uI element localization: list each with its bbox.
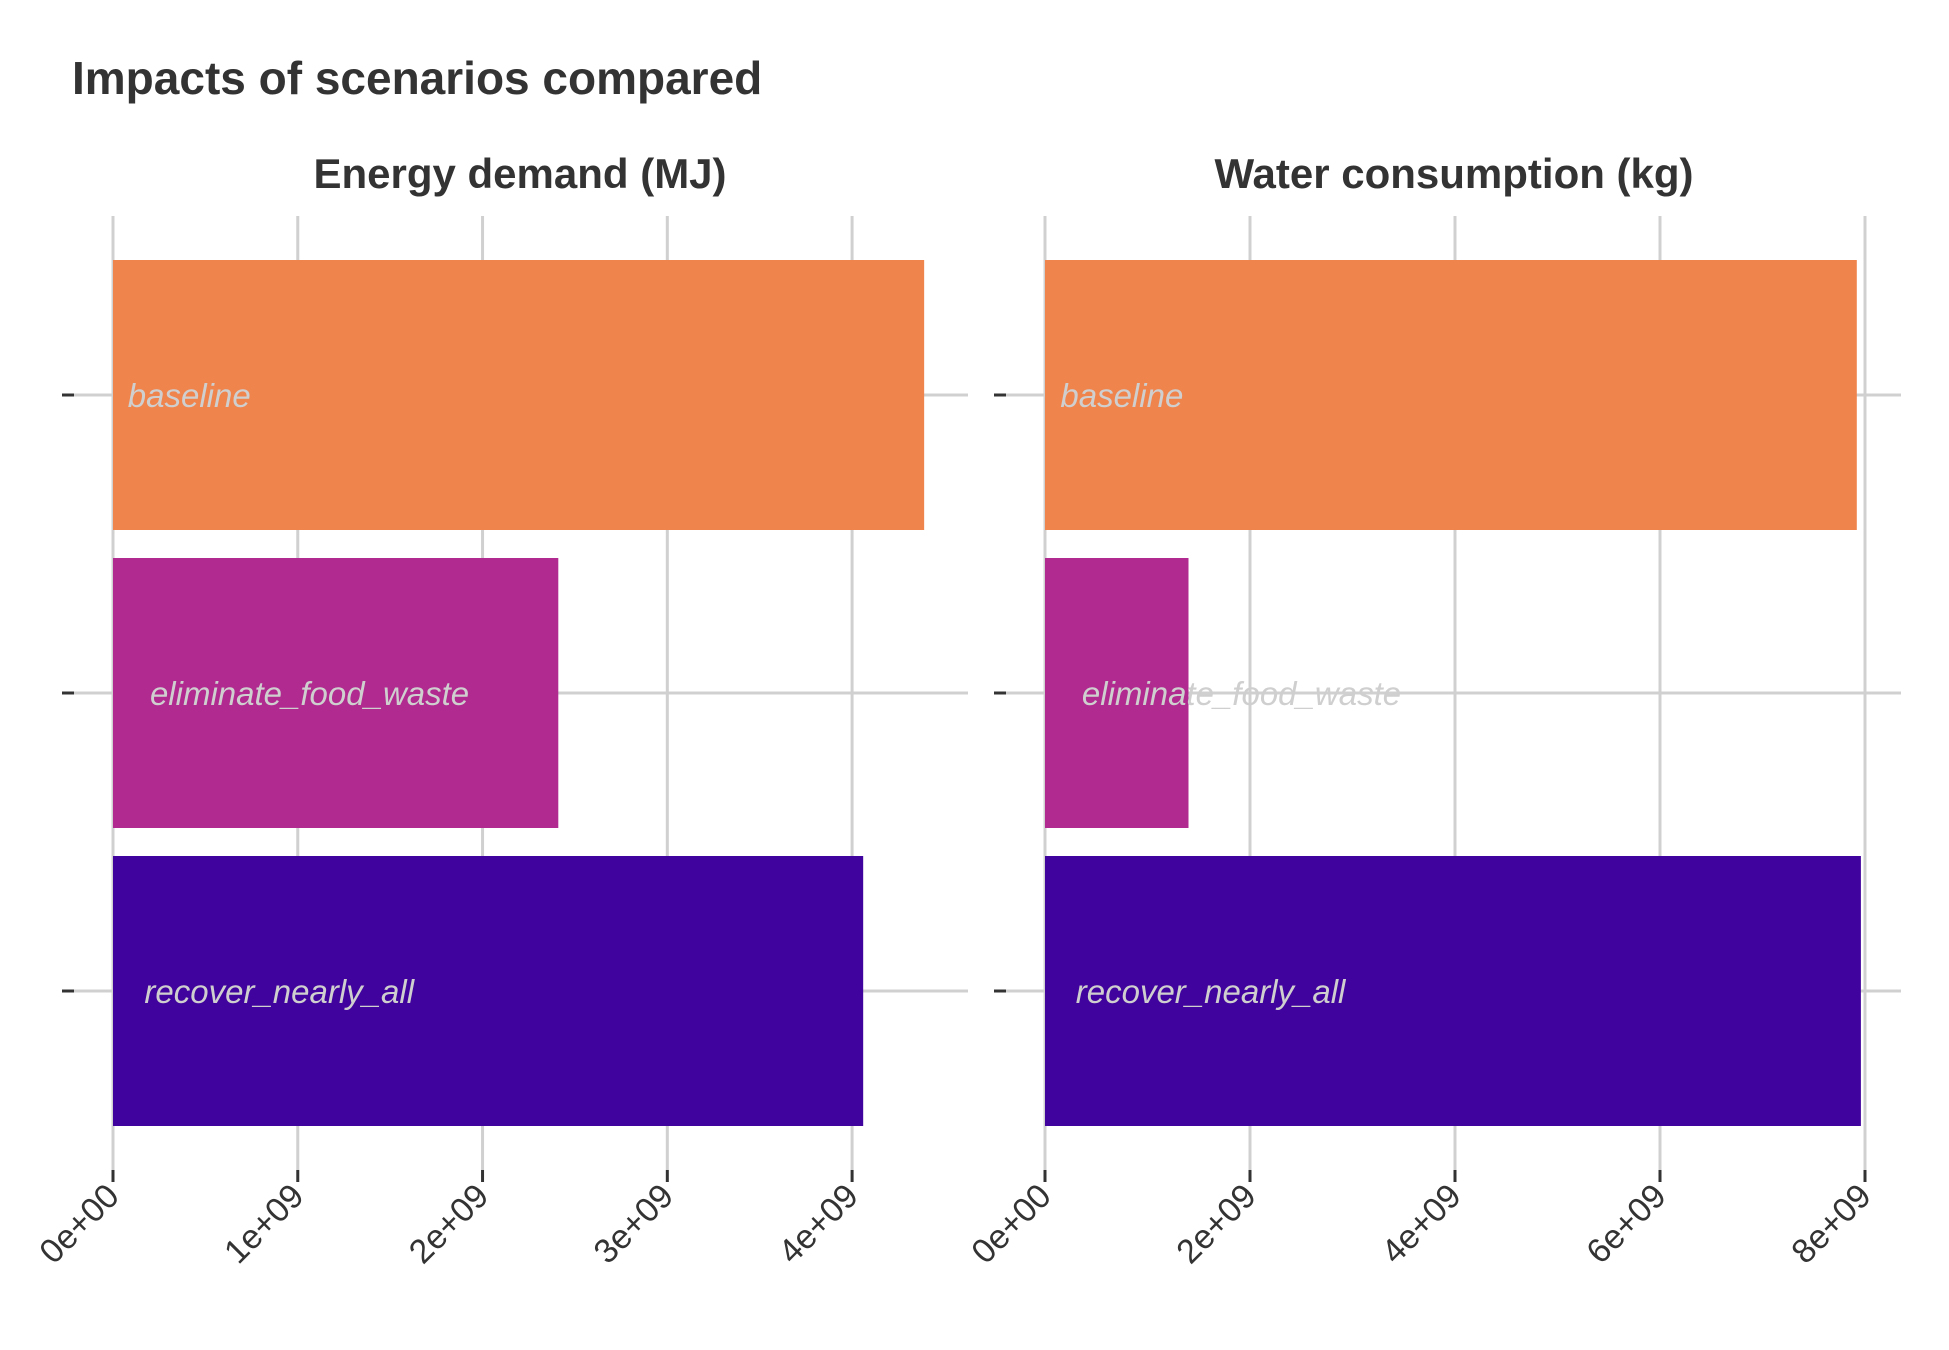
bar-baseline bbox=[113, 260, 925, 530]
bar-label: eliminate_food_waste bbox=[1082, 675, 1401, 712]
x-tick-label: 0e+00 bbox=[32, 1177, 126, 1271]
panel-title: Energy demand (MJ) bbox=[313, 150, 726, 197]
x-tick-label: 3e+09 bbox=[587, 1177, 681, 1271]
x-tick-label: 4e+09 bbox=[1374, 1177, 1468, 1271]
x-tick-label: 2e+09 bbox=[402, 1177, 496, 1271]
bar-eliminate-food-waste bbox=[1045, 558, 1189, 828]
bar-label: recover_nearly_all bbox=[144, 973, 415, 1010]
x-tick-label: 6e+09 bbox=[1579, 1177, 1673, 1271]
bar-label: eliminate_food_waste bbox=[150, 675, 469, 712]
chart-title: Impacts of scenarios compared bbox=[72, 52, 762, 104]
x-tick-label: 4e+09 bbox=[771, 1177, 865, 1271]
x-tick-label: 8e+09 bbox=[1784, 1177, 1878, 1271]
panel-title: Water consumption (kg) bbox=[1214, 150, 1693, 197]
chart-panels: Energy demand (MJ) baseline eliminate_food… bbox=[32, 150, 1901, 1271]
panel-1: Energy demand (MJ) baseline eliminate_food… bbox=[32, 150, 968, 1271]
x-tick-label: 1e+09 bbox=[217, 1177, 311, 1271]
bar-label: recover_nearly_all bbox=[1076, 973, 1347, 1010]
bar-label: baseline bbox=[1060, 377, 1183, 414]
bar-eliminate-food-waste bbox=[113, 558, 559, 828]
panel-2: Water consumption (kg) baseline eliminate_… bbox=[964, 150, 1901, 1271]
bar-label: baseline bbox=[128, 377, 251, 414]
x-tick-label: 2e+09 bbox=[1169, 1177, 1263, 1271]
bar-recover-nearly-all bbox=[113, 856, 864, 1126]
bar-baseline bbox=[1045, 260, 1857, 530]
bar-recover-nearly-all bbox=[1045, 856, 1861, 1126]
x-tick-label: 0e+00 bbox=[964, 1177, 1058, 1271]
